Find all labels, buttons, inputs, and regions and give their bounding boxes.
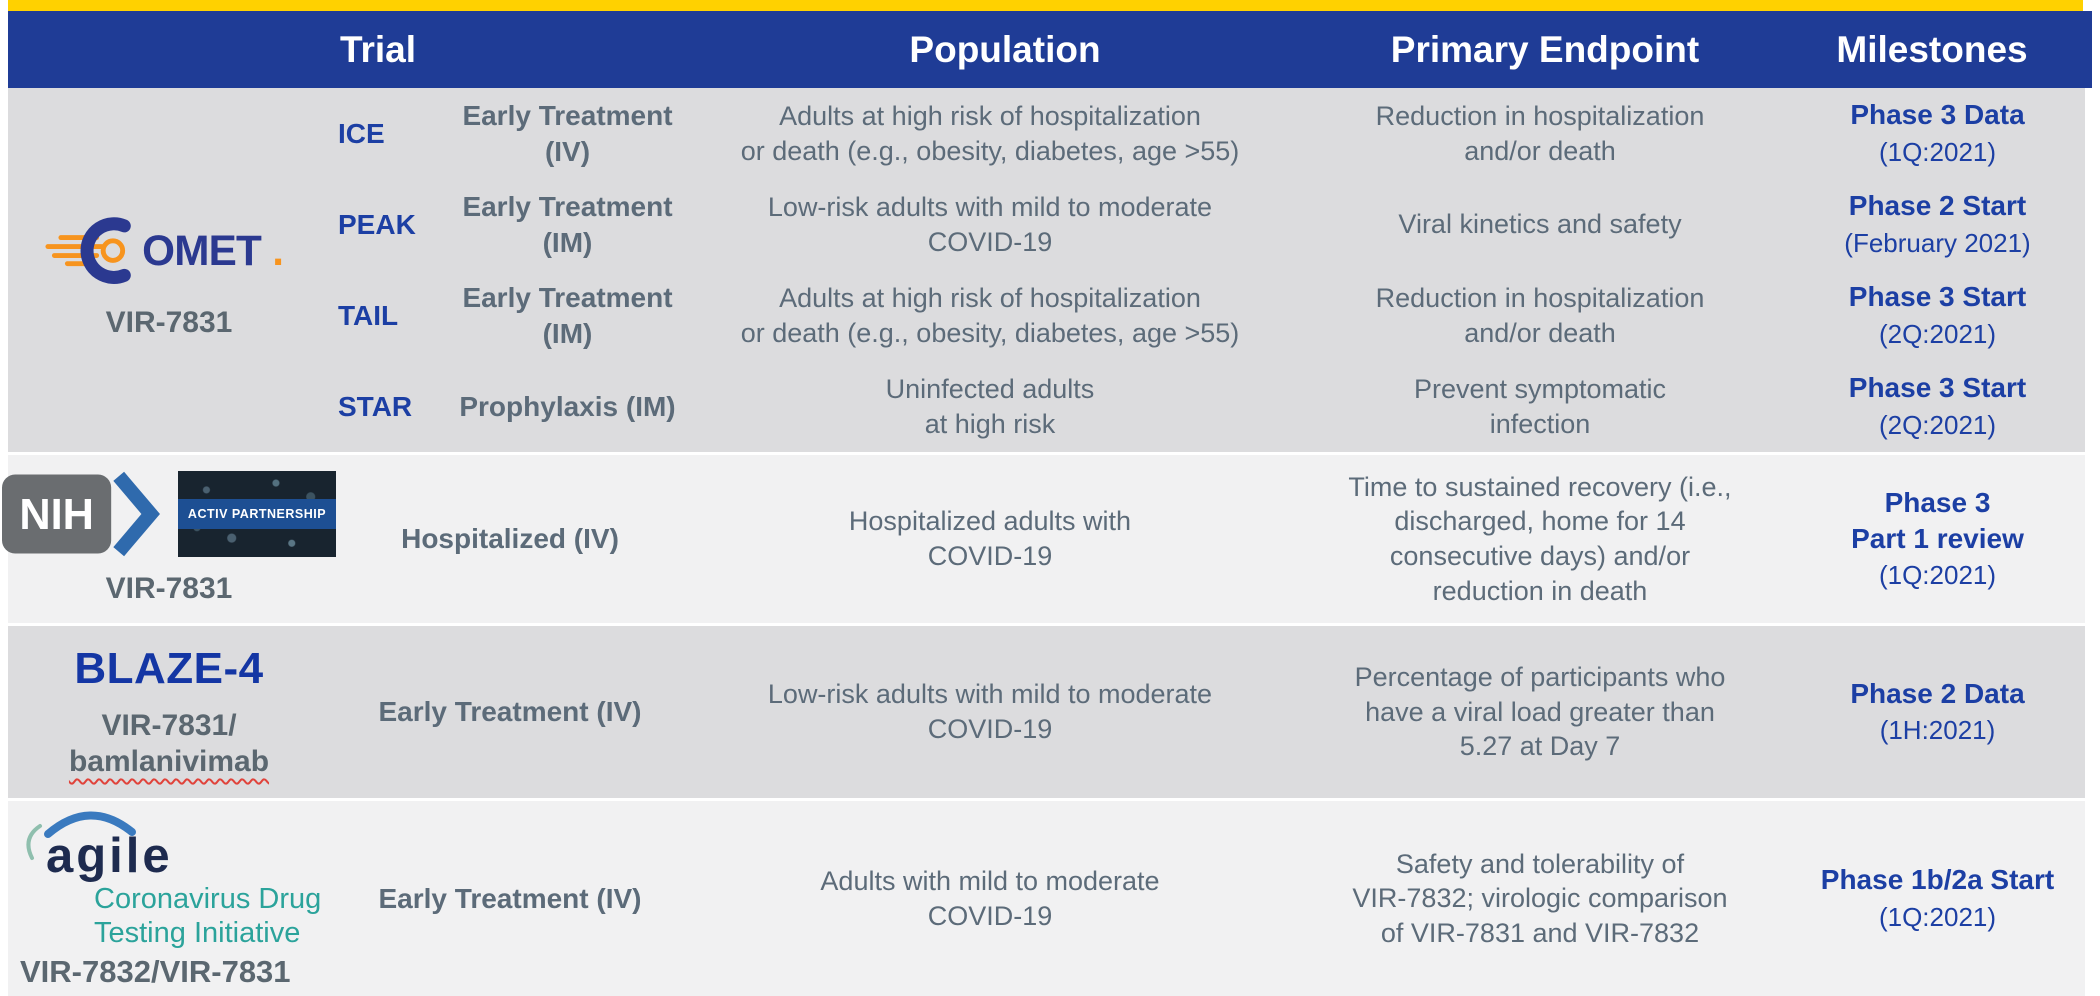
milestone-date: (1Q:2021) <box>1878 901 1997 932</box>
milestone-cell: Phase 2 Start (February 2021) <box>1790 179 2085 270</box>
compound-label: VIR-7832/VIR-7831 <box>20 953 291 989</box>
trial-type: Early Treatment (IV) <box>378 882 642 914</box>
milestone-label: Phase 2 Start <box>1848 190 2027 222</box>
table-body: OMET . VIR-7831 ICE Early Treatment (IV)… <box>2 88 2085 996</box>
milestone-date: (1H:2021) <box>1879 715 1996 746</box>
column-header-population: Population <box>909 29 1101 70</box>
endpoint-cell: Time to sustained recovery (i.e., discha… <box>1348 471 1732 606</box>
activ-partnership-label: ACTIV PARTNERSHIP <box>178 499 336 529</box>
agile-blue-arc <box>44 811 136 838</box>
endpoint-cell: Viral kinetics and safety <box>1398 209 1682 240</box>
endpoint-cell: Reduction in hospitalization and/or deat… <box>1375 100 1705 166</box>
agile-wordmark: agile <box>46 829 173 883</box>
trial-name-ice: ICE <box>338 117 385 149</box>
trial-type: Early Treatment (IV) <box>378 696 642 728</box>
comet-program-cell: OMET . VIR-7831 <box>8 88 330 452</box>
compound-label-line2: bamlanivimab <box>68 745 270 778</box>
milestone-date: (2Q:2021) <box>1878 409 1997 440</box>
milestone-cell: Phase 2 Data (1H:2021) <box>1790 626 2085 798</box>
trial-name-tail: TAIL <box>338 299 399 331</box>
column-header-trial: Trial <box>339 29 417 70</box>
nih-chevron-icon <box>113 471 160 557</box>
comet-wordmark-dot: . <box>272 227 284 274</box>
population-cell: Adults at high risk of hospitalization o… <box>740 282 1240 348</box>
comet-logo: OMET . <box>45 217 284 284</box>
trial-type: Prophylaxis (IM) <box>459 390 676 422</box>
blaze4-title: BLAZE-4 <box>74 644 264 693</box>
agile-subtitle-line2: Testing Initiative <box>94 917 300 949</box>
program-section-nih-activ: NIH ACTIV PARTNERSHIP VIR-7831 Hospitali… <box>2 455 2085 623</box>
column-header-milestones: Milestones <box>1836 29 2028 70</box>
nih-logo-text: NIH <box>19 491 94 539</box>
blaze4-program-cell: BLAZE-4 VIR-7831/ bamlanivimab <box>8 626 330 798</box>
milestone-cell: Phase 3 Start (2Q:2021) <box>1790 270 2085 361</box>
endpoint-cell: Reduction in hospitalization and/or deat… <box>1375 282 1705 348</box>
agile-program-cell: agile Coronavirus Drug Testing Initiativ… <box>8 801 330 996</box>
activ-partnership-logo: ACTIV PARTNERSHIP <box>178 471 336 557</box>
trial-type: Early Treatment (IM) <box>462 281 673 349</box>
milestone-cell: Phase 3 Part 1 review (1Q:2021) <box>1790 455 2085 623</box>
milestone-date: (February 2021) <box>1844 227 2031 258</box>
comet-c-arc <box>80 217 131 284</box>
compound-label: VIR-7831 <box>105 572 233 605</box>
trial-name-peak: PEAK <box>338 208 416 240</box>
milestone-label: Phase 3 Part 1 review <box>1851 486 2024 555</box>
top-accent-bar <box>8 0 2083 11</box>
population-cell: Adults at high risk of hospitalization o… <box>740 100 1240 166</box>
table-header: Trial Population Primary Endpoint Milest… <box>8 11 2092 88</box>
compound-label: VIR-7831 <box>105 306 233 339</box>
compound-label-line1: VIR-7831/ <box>101 709 237 742</box>
program-section-blaze4: BLAZE-4 VIR-7831/ bamlanivimab Early Tre… <box>8 626 2085 798</box>
population-cell: Uninfected adults at high risk <box>885 373 1095 439</box>
population-cell: Low-risk adults with mild to moderate CO… <box>767 679 1213 744</box>
milestone-date: (1Q:2021) <box>1878 136 1997 167</box>
milestone-label: Phase 1b/2a Start <box>1820 864 2055 896</box>
program-section-agile: agile Coronavirus Drug Testing Initiativ… <box>8 801 2085 996</box>
nih-logo: NIH <box>2 471 160 557</box>
population-cell: Hospitalized adults with COVID-19 <box>848 506 1132 571</box>
milestone-label: Phase 3 Start <box>1848 281 2027 313</box>
agile-logo-block: agile Coronavirus Drug Testing Initiativ… <box>8 808 330 990</box>
program-section-comet: OMET . VIR-7831 ICE Early Treatment (IV)… <box>8 88 2085 452</box>
trial-type: Hospitalized (IV) <box>401 523 619 555</box>
comet-wordmark: OMET <box>142 227 262 274</box>
comet-head-ring <box>100 238 126 263</box>
milestone-label: Phase 3 Start <box>1848 372 2027 404</box>
milestone-cell: Phase 3 Start (2Q:2021) <box>1790 361 2085 452</box>
trial-type: Early Treatment (IV) <box>462 99 673 167</box>
milestone-label: Phase 2 Data <box>1850 677 2025 709</box>
agile-teal-arc <box>26 823 42 860</box>
nih-activ-logos: NIH ACTIV PARTNERSHIP <box>2 471 336 557</box>
column-header-primary-endpoint: Primary Endpoint <box>1390 29 1700 70</box>
population-cell: Adults with mild to moderate COVID-19 <box>820 865 1160 931</box>
endpoint-cell: Percentage of participants who have a vi… <box>1354 662 1726 762</box>
nih-logo-box <box>2 474 112 554</box>
milestone-cell: Phase 3 Data (1Q:2021) <box>1790 88 2085 179</box>
milestone-date: (2Q:2021) <box>1878 318 1997 349</box>
milestone-date: (1Q:2021) <box>1878 560 1997 591</box>
endpoint-cell: Prevent symptomatic infection <box>1413 373 1667 439</box>
nih-program-cell: NIH ACTIV PARTNERSHIP VIR-7831 <box>2 455 336 623</box>
population-cell: Low-risk adults with mild to moderate CO… <box>767 191 1213 257</box>
agile-subtitle-line1: Coronavirus Drug <box>94 883 320 915</box>
milestone-cell: Phase 1b/2a Start (1Q:2021) <box>1790 801 2085 996</box>
trial-name-star: STAR <box>338 390 413 422</box>
endpoint-cell: Safety and tolerability of VIR-7832; vir… <box>1352 848 1728 948</box>
milestone-label: Phase 3 Data <box>1850 99 2025 131</box>
trial-type: Early Treatment (IM) <box>462 190 673 258</box>
agile-logo: agile Coronavirus Drug Testing Initiativ… <box>26 811 320 949</box>
